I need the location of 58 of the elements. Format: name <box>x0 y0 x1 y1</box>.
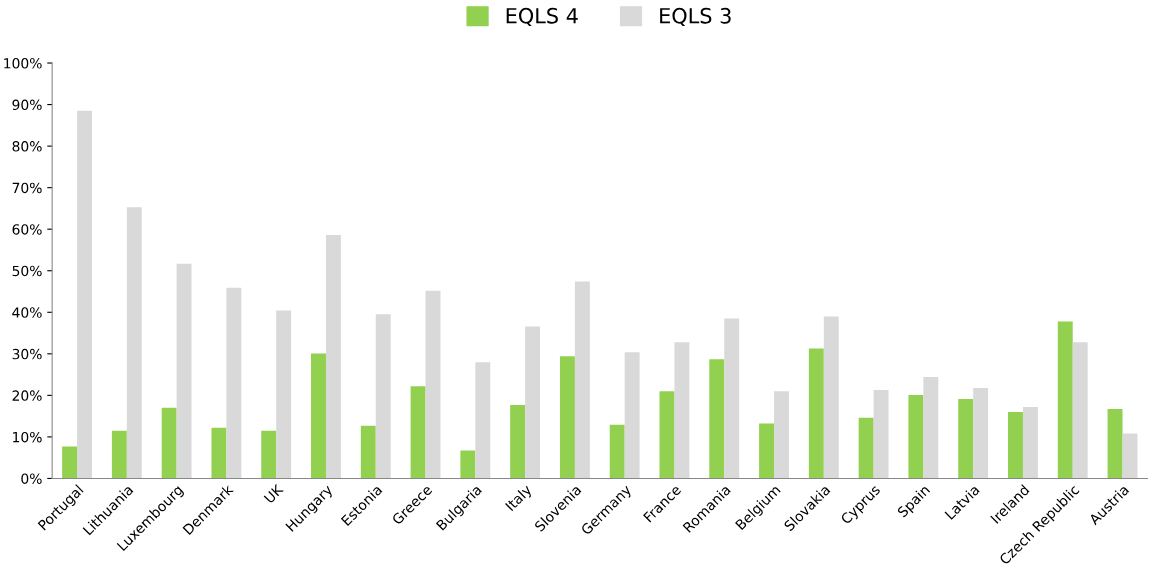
bar <box>460 450 476 479</box>
bar <box>425 290 441 479</box>
bar <box>1072 342 1088 479</box>
bar <box>525 326 541 479</box>
y-tick-label: 60% <box>12 224 42 235</box>
bar <box>176 263 192 479</box>
y-tick-label: 30% <box>12 348 42 360</box>
legend-label: EQLS 3 <box>660 7 731 27</box>
bar <box>375 314 391 479</box>
bar <box>774 391 789 479</box>
bar <box>1057 321 1073 479</box>
bar <box>624 352 640 479</box>
bar <box>574 281 590 479</box>
bar <box>1122 433 1138 479</box>
bar <box>609 424 625 479</box>
bar <box>858 417 874 479</box>
bar <box>325 235 341 479</box>
bar <box>674 342 690 479</box>
bar <box>759 423 775 479</box>
bar <box>1008 411 1023 479</box>
y-tick-label: 100% <box>4 58 42 69</box>
bar <box>261 430 277 479</box>
y-tick-label: 90% <box>12 99 42 111</box>
bar <box>126 207 142 479</box>
bar <box>226 287 242 479</box>
bar <box>873 389 889 479</box>
bar <box>360 425 376 479</box>
bar <box>559 356 575 479</box>
bar <box>510 404 526 479</box>
bar <box>823 316 839 479</box>
bar <box>808 348 824 479</box>
x-tick-label: UK <box>263 483 284 504</box>
bar <box>161 407 177 479</box>
bar <box>958 399 974 479</box>
bar <box>1022 407 1038 479</box>
y-tick-label: 0% <box>21 473 42 484</box>
bar <box>311 353 326 479</box>
bar <box>724 318 740 479</box>
bar <box>973 387 989 479</box>
bar <box>77 110 92 479</box>
y-tick-label: 20% <box>12 390 42 401</box>
bar <box>211 427 227 479</box>
bar <box>908 394 924 479</box>
bar <box>410 386 426 479</box>
bar <box>475 362 491 479</box>
bar <box>659 391 675 479</box>
y-tick-label: 70% <box>12 182 42 194</box>
y-tick-label: 50% <box>12 265 42 277</box>
bar <box>1107 409 1123 479</box>
bar <box>62 446 78 479</box>
bar <box>111 430 127 479</box>
legend-label: EQLS 4 <box>506 7 578 27</box>
bar <box>276 310 292 479</box>
y-tick-label: 10% <box>13 431 42 443</box>
y-tick-label: 40% <box>12 307 42 318</box>
bar <box>709 359 725 479</box>
y-tick-label: 80% <box>12 141 42 152</box>
bar <box>923 377 939 479</box>
